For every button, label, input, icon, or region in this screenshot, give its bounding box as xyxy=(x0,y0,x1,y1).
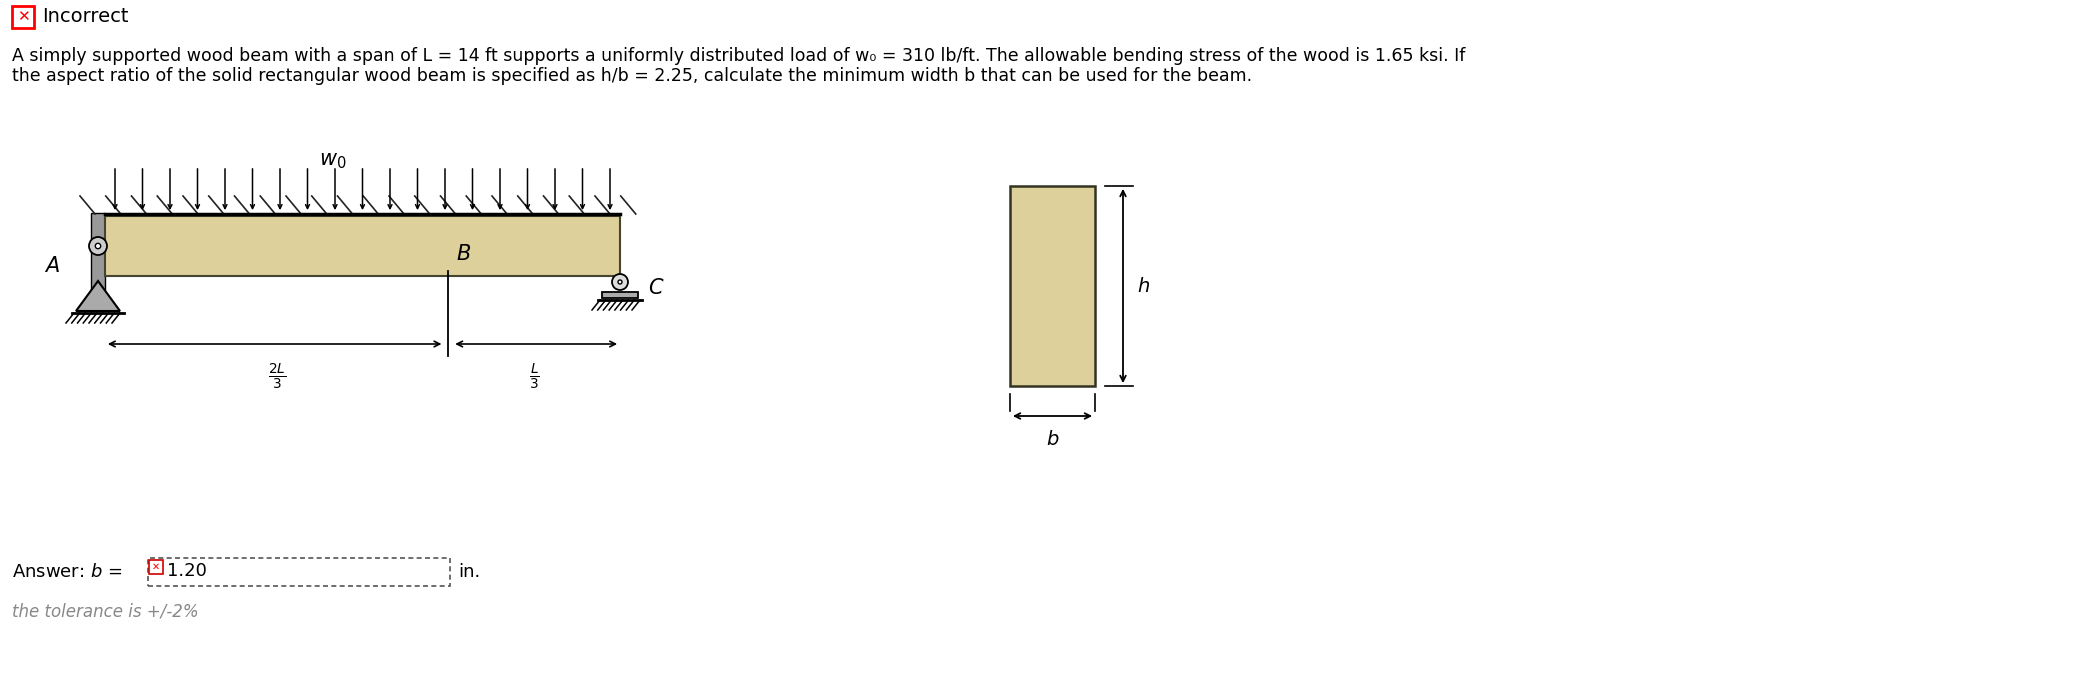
Text: the aspect ratio of the solid rectangular wood beam is specified as h/b = 2.25, : the aspect ratio of the solid rectangula… xyxy=(12,67,1253,85)
Text: 1.20: 1.20 xyxy=(166,562,208,580)
Ellipse shape xyxy=(617,280,621,284)
Text: $w_0$: $w_0$ xyxy=(318,151,347,171)
Bar xyxy=(12,6,33,28)
Ellipse shape xyxy=(89,237,106,255)
Text: Answer: $b$ =: Answer: $b$ = xyxy=(12,563,123,581)
Text: $h$: $h$ xyxy=(1137,276,1149,295)
Text: ✕: ✕ xyxy=(152,562,160,572)
Polygon shape xyxy=(77,281,121,311)
Text: in.: in. xyxy=(457,563,480,581)
Bar xyxy=(91,213,106,311)
Bar xyxy=(148,558,451,586)
Bar xyxy=(150,560,162,574)
Text: $A$: $A$ xyxy=(44,256,60,276)
Bar xyxy=(106,216,619,276)
Text: $b$: $b$ xyxy=(1045,430,1060,449)
Text: ✕: ✕ xyxy=(17,9,29,24)
Text: the tolerance is +/-2%: the tolerance is +/-2% xyxy=(12,602,199,620)
Ellipse shape xyxy=(96,243,100,249)
Text: $\frac{2L}{3}$: $\frac{2L}{3}$ xyxy=(268,362,287,392)
Bar xyxy=(1010,186,1095,386)
Text: Incorrect: Incorrect xyxy=(42,7,129,26)
Ellipse shape xyxy=(613,274,628,290)
Text: $\frac{L}{3}$: $\frac{L}{3}$ xyxy=(528,362,540,392)
Text: $B$: $B$ xyxy=(457,244,472,264)
Text: $C$: $C$ xyxy=(648,278,665,298)
Text: A simply supported wood beam with a span of L = 14 ft supports a uniformly distr: A simply supported wood beam with a span… xyxy=(12,47,1465,65)
Bar xyxy=(603,292,638,298)
